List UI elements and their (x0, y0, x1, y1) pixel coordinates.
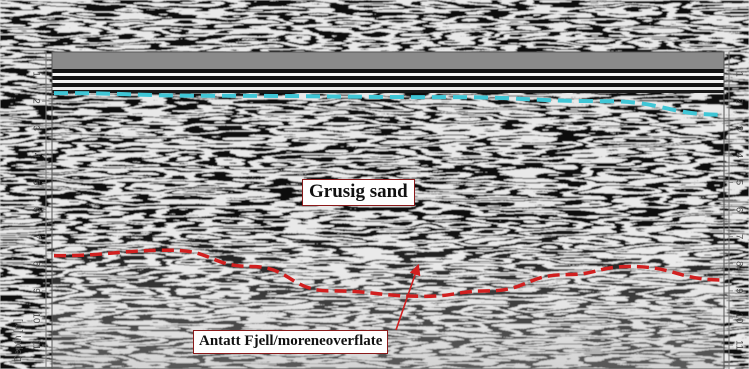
depth-tick-label: 4 (30, 153, 41, 158)
water-table-interface-line (53, 91, 725, 117)
x-tick-label: 20 (206, 30, 217, 41)
y-axis-label: Depth [m] (13, 318, 25, 363)
x-tick-label: 80 (679, 30, 690, 41)
depth-tick-label: 6 (30, 207, 41, 212)
depth-tick-label: 7 (733, 234, 744, 239)
x-tick-label: 10 (128, 30, 139, 41)
depth-tick-label: 10 (733, 313, 744, 324)
depth-tick-label: 8 (30, 261, 41, 266)
depth-tick-label: 7 (30, 234, 41, 239)
radargram-image (51, 51, 725, 369)
x-tick-label: 30 (285, 30, 296, 41)
depth-tick-label: 3 (30, 126, 41, 131)
depth-tick-label: 1 (733, 71, 744, 76)
depth-tick-label: 6 (733, 207, 744, 212)
x-tick-label: 40 (364, 30, 375, 41)
x-tick-label: 70 (600, 30, 611, 41)
depth-tick-label: 2 (733, 99, 744, 104)
annotation-arrow (395, 263, 421, 331)
x-axis-ruler: 10 20 30 40 50 60 70 80 (52, 30, 725, 46)
label-grusig-sand: Grusig sand (302, 179, 415, 206)
depth-tick-label: 5 (733, 180, 744, 185)
profile-start-marker (9, 56, 19, 68)
x-tick-label: 50 (443, 30, 454, 41)
depth-tick-label: 8 (733, 261, 744, 266)
depth-tick-label: 2 (30, 99, 41, 104)
depth-tick-label: 9 (733, 288, 744, 293)
depth-tick-label: 5 (30, 180, 41, 185)
label-bedrock-surface: Antatt Fjell/moreneoverflate (193, 330, 389, 354)
depth-axis-right: 1 2 3 4 5 6 7 8 9 10 11 (728, 52, 744, 369)
depth-tick-label: 1 (30, 71, 41, 76)
depth-tick-label: 11 (733, 340, 744, 350)
depth-tick-label: 9 (30, 288, 41, 293)
depth-tick-label: 3 (733, 126, 744, 131)
depth-tick-label: 11 (30, 340, 41, 350)
depth-tick-label: 10 (30, 313, 41, 324)
depth-tick-label: 4 (733, 153, 744, 158)
depth-axis-left: 1 2 3 4 5 6 7 8 9 10 11 (30, 52, 47, 369)
figure-title: Profil-9, 0 - 85 meter (SØ-NV langs elva… (251, 4, 618, 28)
x-tick-label: 60 (522, 30, 533, 41)
